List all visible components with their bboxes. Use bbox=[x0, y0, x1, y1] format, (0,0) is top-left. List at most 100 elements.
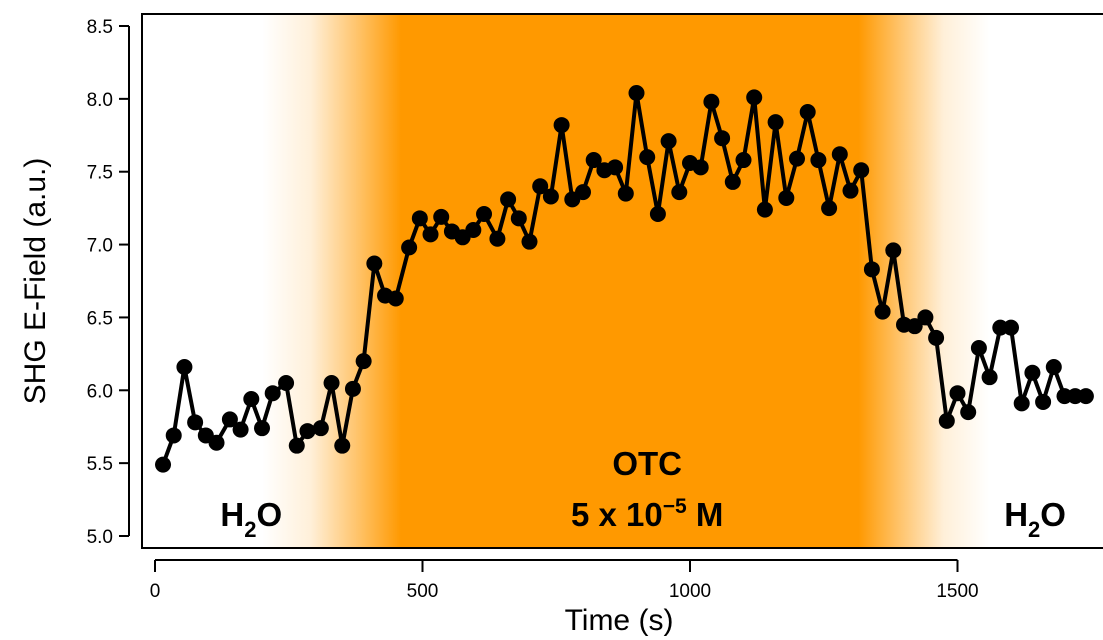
data-point bbox=[928, 329, 945, 346]
data-point bbox=[671, 184, 688, 201]
data-point bbox=[155, 456, 172, 473]
data-point bbox=[489, 230, 506, 247]
data-point bbox=[176, 358, 193, 375]
data-point bbox=[906, 318, 923, 335]
data-point bbox=[724, 173, 741, 190]
h2o-left-subscript: 2 bbox=[244, 517, 256, 542]
data-point bbox=[756, 201, 773, 218]
y-tick-label: 6.5 bbox=[87, 308, 113, 329]
data-point bbox=[532, 178, 549, 195]
x-axis: 0 500 1000 1500 bbox=[150, 559, 979, 602]
data-point bbox=[735, 152, 752, 169]
data-point bbox=[299, 423, 316, 440]
data-point bbox=[553, 117, 570, 134]
data-point bbox=[970, 340, 987, 357]
data-point bbox=[542, 188, 559, 205]
x-tick-label: 500 bbox=[407, 581, 439, 602]
otc-line-1-text: 5 x 10 bbox=[571, 496, 663, 533]
data-point bbox=[401, 239, 418, 256]
data-point bbox=[1035, 393, 1052, 410]
data-point bbox=[575, 184, 591, 201]
data-point bbox=[960, 404, 977, 421]
data-point bbox=[714, 130, 731, 147]
otc-line-0: OTC bbox=[612, 445, 682, 482]
data-point bbox=[885, 242, 902, 259]
region-fade-out bbox=[858, 14, 990, 548]
region-solid bbox=[400, 14, 860, 548]
data-point bbox=[344, 380, 361, 397]
data-point bbox=[387, 290, 404, 307]
y-tick-label: 5.0 bbox=[87, 527, 113, 548]
data-point bbox=[232, 421, 249, 438]
data-point bbox=[639, 149, 656, 166]
data-point bbox=[500, 191, 517, 208]
data-point bbox=[938, 412, 955, 429]
data-point bbox=[243, 391, 260, 408]
data-point bbox=[208, 434, 225, 451]
data-point bbox=[799, 103, 816, 120]
x-tick-label: 1000 bbox=[669, 581, 711, 602]
y-tick-label: 8.0 bbox=[87, 90, 113, 111]
data-point bbox=[422, 226, 439, 243]
data-point bbox=[853, 162, 870, 179]
h2o-left-main: H bbox=[220, 496, 244, 533]
y-tick-label: 8.5 bbox=[87, 17, 113, 38]
plot-frame bbox=[141, 13, 1103, 549]
h2o-left-tail: O bbox=[257, 496, 283, 533]
data-point bbox=[264, 385, 281, 402]
data-point bbox=[366, 255, 383, 272]
y-axis: 5.0 5.5 6.0 6.5 7.0 7.5 8.0 8.5 bbox=[87, 17, 130, 548]
data-point bbox=[288, 437, 305, 454]
data-point bbox=[789, 150, 805, 167]
data-point bbox=[187, 414, 204, 431]
data-point bbox=[842, 182, 859, 199]
data-point bbox=[476, 205, 493, 222]
data-series bbox=[155, 85, 1094, 473]
data-point bbox=[649, 205, 666, 222]
data-point bbox=[821, 200, 838, 217]
h2o-right-main: H bbox=[1004, 496, 1028, 533]
otc-line-0-text: OTC bbox=[612, 445, 682, 482]
data-point bbox=[607, 159, 624, 176]
data-point bbox=[1077, 388, 1094, 405]
region-fade-in bbox=[262, 14, 402, 548]
data-point bbox=[628, 85, 645, 102]
data-point bbox=[831, 146, 848, 163]
data-point bbox=[767, 114, 784, 131]
h2o-right-label: H2O bbox=[1004, 496, 1066, 542]
data-point bbox=[323, 375, 340, 391]
data-point bbox=[692, 159, 709, 176]
data-point bbox=[334, 437, 351, 454]
data-point bbox=[165, 427, 182, 444]
data-point bbox=[312, 420, 329, 437]
data-point bbox=[585, 152, 602, 169]
data-point bbox=[278, 375, 295, 391]
data-point bbox=[1024, 364, 1041, 381]
data-point bbox=[863, 261, 880, 278]
data-point bbox=[660, 133, 677, 150]
x-axis-title: Time (s) bbox=[565, 604, 674, 637]
x-tick-label: 1500 bbox=[936, 581, 978, 602]
data-point bbox=[949, 385, 966, 402]
data-point bbox=[510, 210, 527, 227]
y-tick-label: 5.5 bbox=[87, 454, 113, 475]
h2o-right-subscript: 2 bbox=[1028, 517, 1040, 542]
data-point bbox=[746, 89, 763, 106]
data-point bbox=[1003, 319, 1019, 336]
y-tick-label: 6.0 bbox=[87, 381, 113, 402]
data-point bbox=[1045, 358, 1062, 375]
h2o-right-tail: O bbox=[1040, 496, 1066, 533]
otc-line-1: 5 x 10−5 M bbox=[571, 495, 723, 533]
data-point bbox=[917, 309, 934, 326]
data-point bbox=[1013, 395, 1030, 412]
data-point bbox=[254, 420, 270, 437]
y-tick-label: 7.0 bbox=[87, 236, 113, 257]
y-tick-label: 7.5 bbox=[87, 163, 113, 184]
y-axis-title: SHG E-Field (a.u.) bbox=[19, 158, 52, 405]
data-point bbox=[221, 411, 238, 428]
h2o-left-label: H2O bbox=[220, 496, 282, 542]
otc-unit: M bbox=[687, 496, 724, 533]
data-point bbox=[465, 222, 482, 238]
data-point bbox=[355, 353, 372, 370]
